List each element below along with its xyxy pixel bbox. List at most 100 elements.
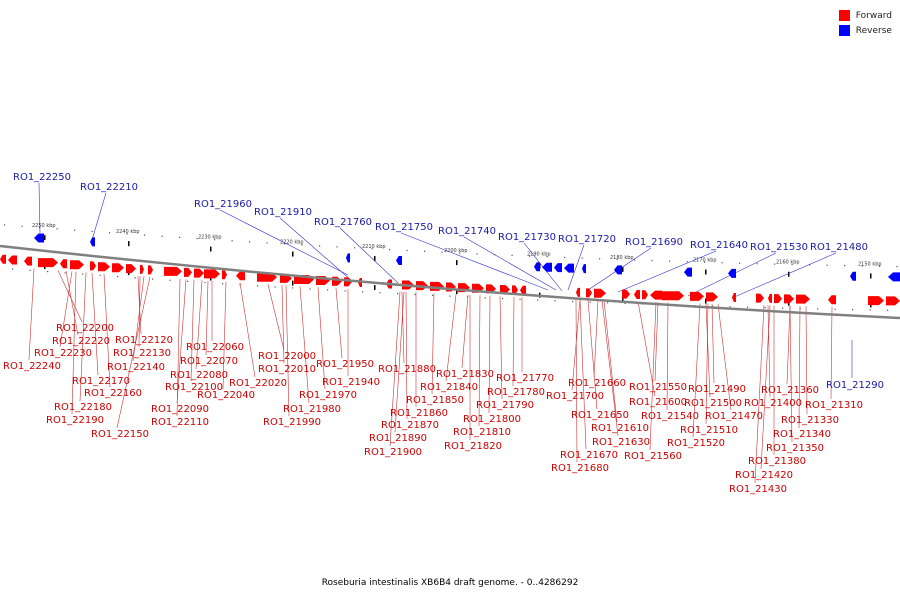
- scale-label: 2160 kbp: [776, 260, 800, 266]
- tick-dot: [739, 262, 741, 264]
- forward-gene-label: RO1_21800: [463, 414, 521, 425]
- forward-gene-label: RO1_22070: [180, 356, 238, 367]
- scale-tick: [292, 280, 294, 286]
- tick-dot: [91, 230, 93, 233]
- forward-gene-label: RO1_21990: [263, 417, 321, 428]
- scale-label: 2210 kbp: [362, 244, 386, 250]
- reverse-gene-arrow: [564, 263, 574, 273]
- figure-caption: Roseburia intestinalis XB6B4 draft genom…: [321, 578, 579, 588]
- tick-dot: [169, 279, 171, 281]
- tick-dot: [441, 251, 443, 253]
- tick-dot: [406, 249, 408, 252]
- forward-callout-line: [579, 299, 587, 450]
- tick-dot: [634, 259, 636, 261]
- forward-gene-arrow: [98, 262, 110, 272]
- forward-callout-line: [461, 294, 469, 369]
- reverse-gene-arrow: [396, 256, 402, 266]
- forward-callout-line: [805, 306, 808, 415]
- tick-dot: [222, 283, 224, 285]
- scale-tick: [622, 266, 624, 272]
- tick-dot: [74, 229, 76, 231]
- forward-callout-line: [205, 280, 209, 356]
- tick-dot: [389, 249, 391, 251]
- tick-dot: [834, 308, 836, 310]
- forward-gene-label: RO1_21660: [568, 378, 626, 389]
- forward-callout-line: [281, 285, 285, 364]
- reverse-gene-label: RO1_21290: [826, 380, 884, 391]
- reverse-gene-label: RO1_21480: [810, 242, 868, 253]
- forward-gene-label: RO1_21510: [680, 425, 738, 436]
- legend-label-forward: Forward: [855, 10, 892, 21]
- tick-dot: [817, 308, 819, 310]
- tick-dot: [432, 294, 434, 296]
- forward-gene-label: RO1_22010: [258, 364, 316, 375]
- forward-callout-line: [28, 268, 35, 361]
- tick-dot: [301, 244, 303, 246]
- forward-callout-line: [512, 296, 515, 387]
- forward-callout-line: [754, 305, 765, 484]
- forward-gene-arrow: [126, 264, 136, 274]
- forward-callout-line: [717, 303, 732, 411]
- reverse-gene-label: RO1_21730: [498, 232, 556, 243]
- forward-callout-line: [637, 301, 656, 397]
- forward-callout-line: [711, 303, 715, 384]
- forward-gene-label: RO1_21560: [624, 451, 682, 462]
- forward-gene-label: RO1_22090: [151, 404, 209, 415]
- reverse-gene-arrow: [576, 287, 580, 297]
- tick-dot: [134, 277, 136, 279]
- tick-dot: [424, 250, 426, 252]
- reverse-callout-line: [91, 192, 107, 241]
- tick-dot: [887, 309, 889, 311]
- forward-callout-line: [103, 273, 111, 388]
- reverse-gene-label: RO1_21750: [375, 222, 433, 233]
- forward-gene-label: RO1_21380: [748, 456, 806, 467]
- tick-dot: [616, 258, 618, 261]
- forward-gene-label: RO1_21950: [316, 359, 374, 370]
- legend-label-reverse: Reverse: [855, 25, 892, 36]
- forward-callout-line: [299, 286, 310, 404]
- forward-gene-label: RO1_21860: [390, 408, 448, 419]
- reverse-gene-arrow: [534, 262, 540, 272]
- forward-gene-arrow: [512, 285, 518, 295]
- tick-dot: [362, 291, 364, 293]
- scale-tick: [292, 251, 294, 257]
- forward-gene-arrow: [148, 265, 153, 275]
- tick-dot: [21, 225, 23, 227]
- forward-callout-line: [405, 291, 408, 420]
- forward-gene-label: RO1_22220: [52, 336, 110, 347]
- forward-callout-line: [57, 270, 83, 323]
- reverse-gene-arrow: [732, 292, 736, 302]
- tick-dot: [729, 306, 731, 308]
- reverse-gene-arrow: [888, 272, 900, 282]
- reverse-gene-label: RO1_21720: [558, 234, 616, 245]
- tick-dot: [572, 300, 574, 303]
- forward-callout-line: [488, 295, 491, 414]
- tick-dot: [292, 287, 294, 289]
- tick-dot: [371, 248, 373, 250]
- forward-gene-label: RO1_21680: [551, 463, 609, 474]
- forward-gene-label: RO1_21670: [560, 450, 618, 461]
- tick-dot: [704, 261, 706, 263]
- forward-gene-label: RO1_22230: [34, 348, 92, 359]
- tick-dot: [861, 265, 863, 267]
- reverse-gene-arrow: [236, 271, 245, 281]
- tick-dot: [511, 254, 513, 256]
- forward-callout-line: [499, 296, 503, 400]
- forward-gene-label: RO1_21650: [571, 410, 629, 421]
- forward-gene-arrow: [784, 294, 794, 304]
- reverse-callout-line: [279, 217, 353, 282]
- tick-dot: [152, 278, 154, 280]
- forward-callout-line: [222, 281, 227, 390]
- forward-gene-label: RO1_21330: [781, 415, 839, 426]
- scale-label: 2220 kbp: [280, 240, 304, 246]
- forward-gene-label: RO1_21470: [705, 411, 763, 422]
- forward-gene-label: RO1_21790: [476, 400, 534, 411]
- scale-label: 2170 kbp: [693, 258, 717, 264]
- tick-dot: [284, 243, 286, 245]
- forward-callout-line: [830, 306, 833, 400]
- reverse-gene-arrow: [0, 254, 6, 264]
- forward-gene-arrow: [796, 294, 810, 304]
- forward-gene-label: RO1_22240: [3, 361, 61, 372]
- tick-dot: [64, 272, 66, 274]
- forward-swatch: [838, 10, 850, 21]
